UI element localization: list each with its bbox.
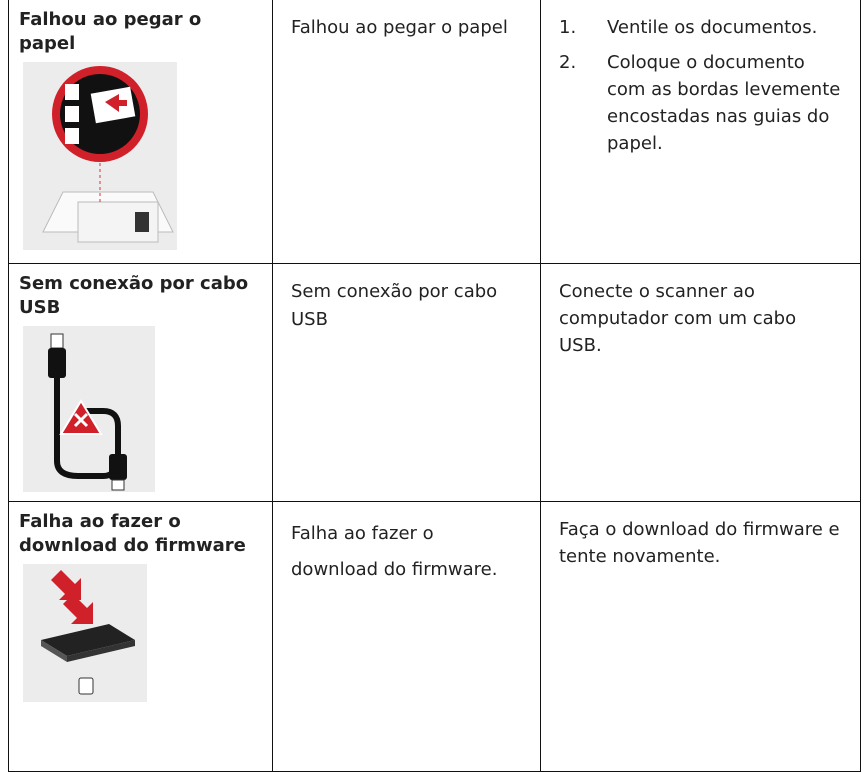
solution: Conecte o scanner ao computador com um c…	[559, 281, 797, 356]
message: Sem conexão por cabo USB	[291, 281, 498, 330]
error-title: Falha ao fazer o download do firmware	[19, 511, 246, 556]
table-row: Sem conexão por cabo USB Sem conexão por…	[8, 263, 861, 502]
cell: Sem conexão por cabo USB	[8, 263, 273, 502]
solution: Faça o download do firmware e tente nova…	[559, 519, 840, 567]
paper-jam-icon	[23, 62, 177, 250]
cell: Falha ao fazer o download do firmware	[8, 501, 273, 772]
message: Falhou ao pegar o papel	[291, 17, 508, 38]
error-title: Falhou ao pegar o papel	[19, 9, 202, 54]
cell: Falhou ao pegar o papel	[8, 0, 273, 264]
cell: Falhou ao pegar o papel	[272, 0, 541, 264]
step: 2. Coloque o documento com as bordas leve…	[559, 49, 844, 157]
step-text: Ventile os documentos.	[607, 17, 818, 38]
troubleshooting-table: Falhou ao pegar o papel Falhou ao pegar …	[8, 0, 861, 772]
step-number: 2.	[559, 52, 577, 73]
cell: Faça o download do firmware e tente nova…	[540, 501, 861, 772]
cell: Conecte o scanner ao computador com um c…	[540, 263, 861, 502]
cell: Falha ao fazer o download do firmware.	[272, 501, 541, 772]
table-row: Falhou ao pegar o papel Falhou ao pegar …	[8, 0, 861, 264]
firmware-icon	[23, 564, 147, 702]
table-row: Falha ao fazer o download do firmware Fa…	[8, 501, 861, 772]
cell: 1. Ventile os documentos. 2. Coloque o doc…	[540, 0, 861, 264]
usb-icon	[23, 326, 155, 492]
step: 1. Ventile os documentos.	[559, 14, 844, 41]
message: Falha ao fazer o download do firmware.	[291, 523, 498, 580]
step-number: 1.	[559, 17, 577, 38]
error-title: Sem conexão por cabo USB	[19, 273, 249, 318]
cell: Sem conexão por cabo USB	[272, 263, 541, 502]
step-text: Coloque o documento com as bordas leveme…	[607, 52, 841, 154]
